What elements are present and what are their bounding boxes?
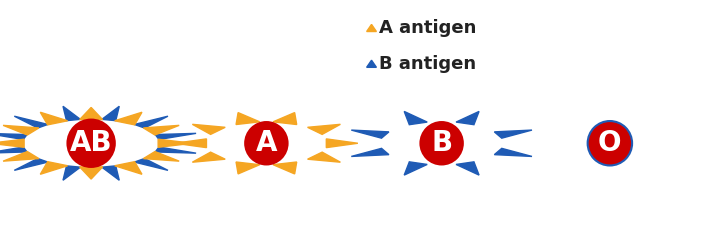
Polygon shape <box>14 159 48 170</box>
Text: O: O <box>598 129 622 157</box>
Polygon shape <box>351 130 389 138</box>
Polygon shape <box>308 124 341 134</box>
Ellipse shape <box>419 121 464 165</box>
Polygon shape <box>155 133 196 140</box>
Polygon shape <box>351 148 389 156</box>
Polygon shape <box>115 162 142 174</box>
Polygon shape <box>40 162 67 174</box>
Polygon shape <box>0 133 27 140</box>
Polygon shape <box>144 125 179 135</box>
Polygon shape <box>404 111 427 125</box>
Polygon shape <box>80 107 102 120</box>
Polygon shape <box>236 113 259 124</box>
Polygon shape <box>175 139 207 148</box>
Polygon shape <box>144 152 179 161</box>
Polygon shape <box>14 116 48 128</box>
Polygon shape <box>63 106 81 121</box>
Polygon shape <box>367 60 376 67</box>
Polygon shape <box>158 139 193 147</box>
Polygon shape <box>135 159 168 170</box>
Polygon shape <box>236 162 259 174</box>
Polygon shape <box>41 112 67 125</box>
Polygon shape <box>494 130 532 138</box>
Polygon shape <box>80 167 102 179</box>
Ellipse shape <box>67 119 116 168</box>
Polygon shape <box>308 152 341 162</box>
Text: B: B <box>431 129 452 157</box>
Polygon shape <box>367 24 376 32</box>
Polygon shape <box>155 147 196 153</box>
Polygon shape <box>326 139 358 148</box>
Text: AB: AB <box>70 129 112 157</box>
Polygon shape <box>192 152 225 162</box>
Polygon shape <box>0 139 24 147</box>
Text: A: A <box>256 129 277 157</box>
Polygon shape <box>3 125 39 135</box>
Polygon shape <box>273 113 297 124</box>
Text: A antigen: A antigen <box>379 20 476 37</box>
Polygon shape <box>0 147 27 153</box>
Polygon shape <box>192 124 225 134</box>
Polygon shape <box>115 112 142 125</box>
Polygon shape <box>63 166 81 180</box>
Polygon shape <box>456 111 479 125</box>
Ellipse shape <box>244 121 289 165</box>
Polygon shape <box>3 152 39 161</box>
Text: B antigen: B antigen <box>379 55 476 73</box>
Polygon shape <box>494 148 532 156</box>
Polygon shape <box>102 166 119 180</box>
Polygon shape <box>273 162 297 174</box>
Polygon shape <box>404 162 427 175</box>
Polygon shape <box>456 162 479 175</box>
Polygon shape <box>135 116 168 128</box>
Ellipse shape <box>587 121 632 165</box>
Polygon shape <box>102 106 119 121</box>
